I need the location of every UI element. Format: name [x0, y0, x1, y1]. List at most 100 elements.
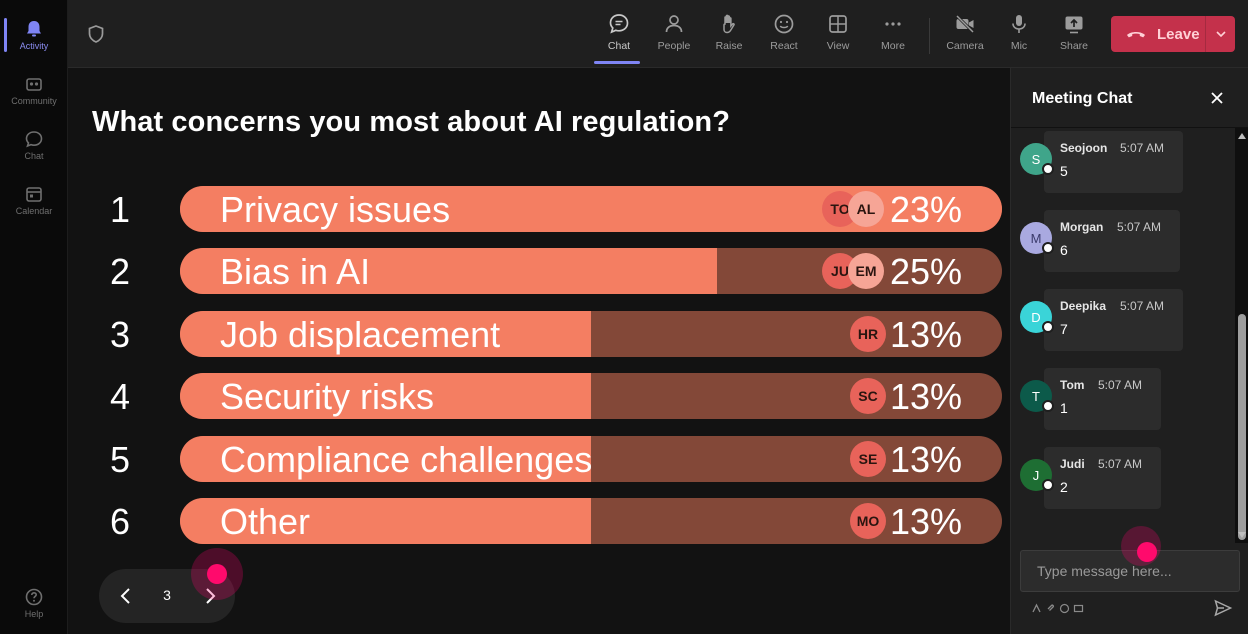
poll-option-percent: 25% — [889, 251, 962, 293]
chat-message-input[interactable] — [1021, 551, 1239, 591]
raise-hand-icon — [723, 14, 735, 34]
chat-sender-name: Judi — [1060, 457, 1085, 471]
poll-option-bar: Privacy issues TO AL 23% — [180, 186, 1002, 232]
toolbar-raise-button[interactable]: Raise — [702, 8, 756, 62]
toolbar-react-button[interactable]: React — [757, 8, 811, 62]
chevron-left-icon[interactable] — [115, 585, 137, 607]
page-number: 3 — [163, 587, 171, 603]
chat-message-text: 5 — [1060, 163, 1068, 179]
attach-icon[interactable] — [1045, 603, 1056, 614]
chat-compose-box — [1020, 550, 1240, 592]
toolbar-chat-button[interactable]: Chat — [592, 8, 646, 64]
avatar-initial: D — [1031, 309, 1041, 325]
poll-option-bar-fill — [180, 498, 591, 544]
rail-item-chat[interactable]: Chat — [0, 120, 68, 170]
avatar-initial: T — [1032, 388, 1040, 404]
toolbar-share-button[interactable]: Share — [1047, 8, 1101, 62]
scroll-up-arrow-icon[interactable] — [1238, 133, 1246, 139]
shield-icon[interactable] — [86, 24, 106, 44]
chat-sender-name: Seojoon — [1060, 141, 1108, 155]
hang-up-phone-icon — [1127, 32, 1145, 38]
toolbar-view-label: View — [826, 40, 850, 52]
poll-option-number: 4 — [109, 376, 131, 418]
avatar[interactable]: D — [1020, 301, 1054, 333]
more-dots-icon — [885, 22, 901, 26]
chat-timestamp: 5:07 AM — [1098, 457, 1143, 471]
poll-option-bar-fill — [180, 373, 591, 420]
toolbar-divider — [929, 18, 930, 54]
chat-sender-name: Morgan — [1060, 220, 1104, 234]
poll-option-bar: Security risks SC 13% — [180, 373, 1002, 420]
toolbar-view-button[interactable]: View — [811, 8, 865, 62]
poll-option-label: Job displacement — [220, 313, 501, 355]
rail-item-community[interactable]: Community — [0, 65, 68, 115]
poll-results-area: What concerns you most about AI regulati… — [68, 68, 1010, 634]
toolbar-people-button[interactable]: People — [647, 8, 701, 62]
share-screen-icon — [1065, 16, 1083, 34]
chat-message[interactable]: Tom 5:07 AM 1 T — [1011, 368, 1235, 432]
grid-view-icon — [829, 15, 847, 33]
app-rail: Activity Community Chat Calendar Help — [0, 0, 68, 634]
chat-message[interactable]: Morgan 5:07 AM 6 M — [1011, 210, 1235, 274]
chat-scrollbar[interactable] — [1235, 128, 1248, 543]
poll-option-number: 6 — [109, 501, 131, 542]
camera-off-icon — [955, 14, 975, 34]
rail-item-help[interactable]: Help — [0, 578, 68, 628]
community-icon — [26, 78, 42, 91]
poll-option-row: 1 Privacy issues TO AL 23% — [68, 186, 1010, 234]
chat-message[interactable]: Seojoon 5:07 AM 5 S — [1011, 131, 1235, 195]
toolbar-chat-label: Chat — [607, 40, 631, 52]
voter-avatar: EM — [848, 253, 884, 290]
scroll-thumb[interactable] — [1238, 314, 1246, 540]
send-icon[interactable] — [1213, 598, 1233, 618]
toolbar-react-label: React — [770, 40, 798, 52]
format-icon[interactable] — [1031, 603, 1042, 614]
toolbar-raise-label: Raise — [715, 40, 743, 52]
chat-message-bubble: Tom 5:07 AM 1 — [1044, 368, 1161, 430]
chat-message[interactable]: Deepika 5:07 AM 7 D — [1011, 289, 1235, 353]
chevron-down-icon — [1215, 31, 1226, 38]
chat-message-list: Seojoon 5:07 AM 5 S Morgan 5:07 AM 6 M Deepika 5:… — [1011, 128, 1235, 543]
chat-message[interactable]: Judi 5:07 AM 2 J — [1011, 447, 1235, 511]
avatar[interactable]: J — [1020, 459, 1054, 491]
poll-option-bar: Other MO 13% — [180, 498, 1002, 544]
rail-item-label: Help — [24, 609, 44, 619]
leave-options-dropdown[interactable] — [1205, 16, 1235, 52]
poll-option-row: 3 Job displacement HR 13% — [68, 310, 1010, 359]
rail-item-label: Calendar — [15, 206, 53, 216]
chevron-right-icon[interactable] — [199, 585, 221, 607]
rail-item-activity[interactable]: Activity — [0, 10, 68, 60]
close-icon[interactable] — [1208, 89, 1226, 107]
calendar-icon — [26, 187, 42, 202]
poll-option-label: Privacy issues — [220, 189, 451, 230]
rail-item-calendar[interactable]: Calendar — [0, 175, 68, 225]
toolbar-more-button[interactable]: More — [866, 8, 920, 62]
chat-timestamp: 5:07 AM — [1120, 141, 1165, 155]
gif-icon[interactable] — [1073, 603, 1084, 614]
avatar-initial: J — [1032, 467, 1040, 483]
emoji-icon[interactable] — [1059, 603, 1070, 614]
voter-avatar: MO — [850, 503, 886, 539]
meeting-chat-panel: Meeting Chat Seojoon 5:07 AM 5 S Morgan 5:07 … — [1010, 68, 1248, 634]
leave-button[interactable]: Leave — [1111, 16, 1235, 52]
presence-status-icon — [1042, 479, 1054, 491]
poll-option-number: 3 — [109, 313, 131, 355]
poll-option-label: Other — [220, 501, 311, 542]
scroll-down-arrow-icon[interactable] — [1238, 532, 1246, 538]
voter-avatar: SC — [850, 378, 886, 415]
poll-option-number: 2 — [109, 251, 131, 293]
chat-timestamp: 5:07 AM — [1117, 220, 1162, 234]
avatar[interactable]: T — [1020, 380, 1054, 412]
poll-option-label: Bias in AI — [220, 251, 371, 293]
toolbar-mic-button[interactable]: Mic — [992, 8, 1046, 62]
presence-status-icon — [1042, 163, 1054, 175]
toolbar-camera-button[interactable]: Camera — [938, 8, 992, 62]
avatar[interactable]: M — [1020, 222, 1054, 254]
chat-timestamp: 5:07 AM — [1098, 378, 1143, 392]
chat-icon — [609, 14, 629, 34]
poll-option-bar: Bias in AI JU EM 25% — [180, 248, 1002, 295]
poll-option-bar-fill — [180, 310, 591, 357]
people-icon — [665, 15, 683, 33]
poll-option-row: 6 Other MO 13% — [68, 498, 1010, 546]
avatar[interactable]: S — [1020, 143, 1054, 175]
